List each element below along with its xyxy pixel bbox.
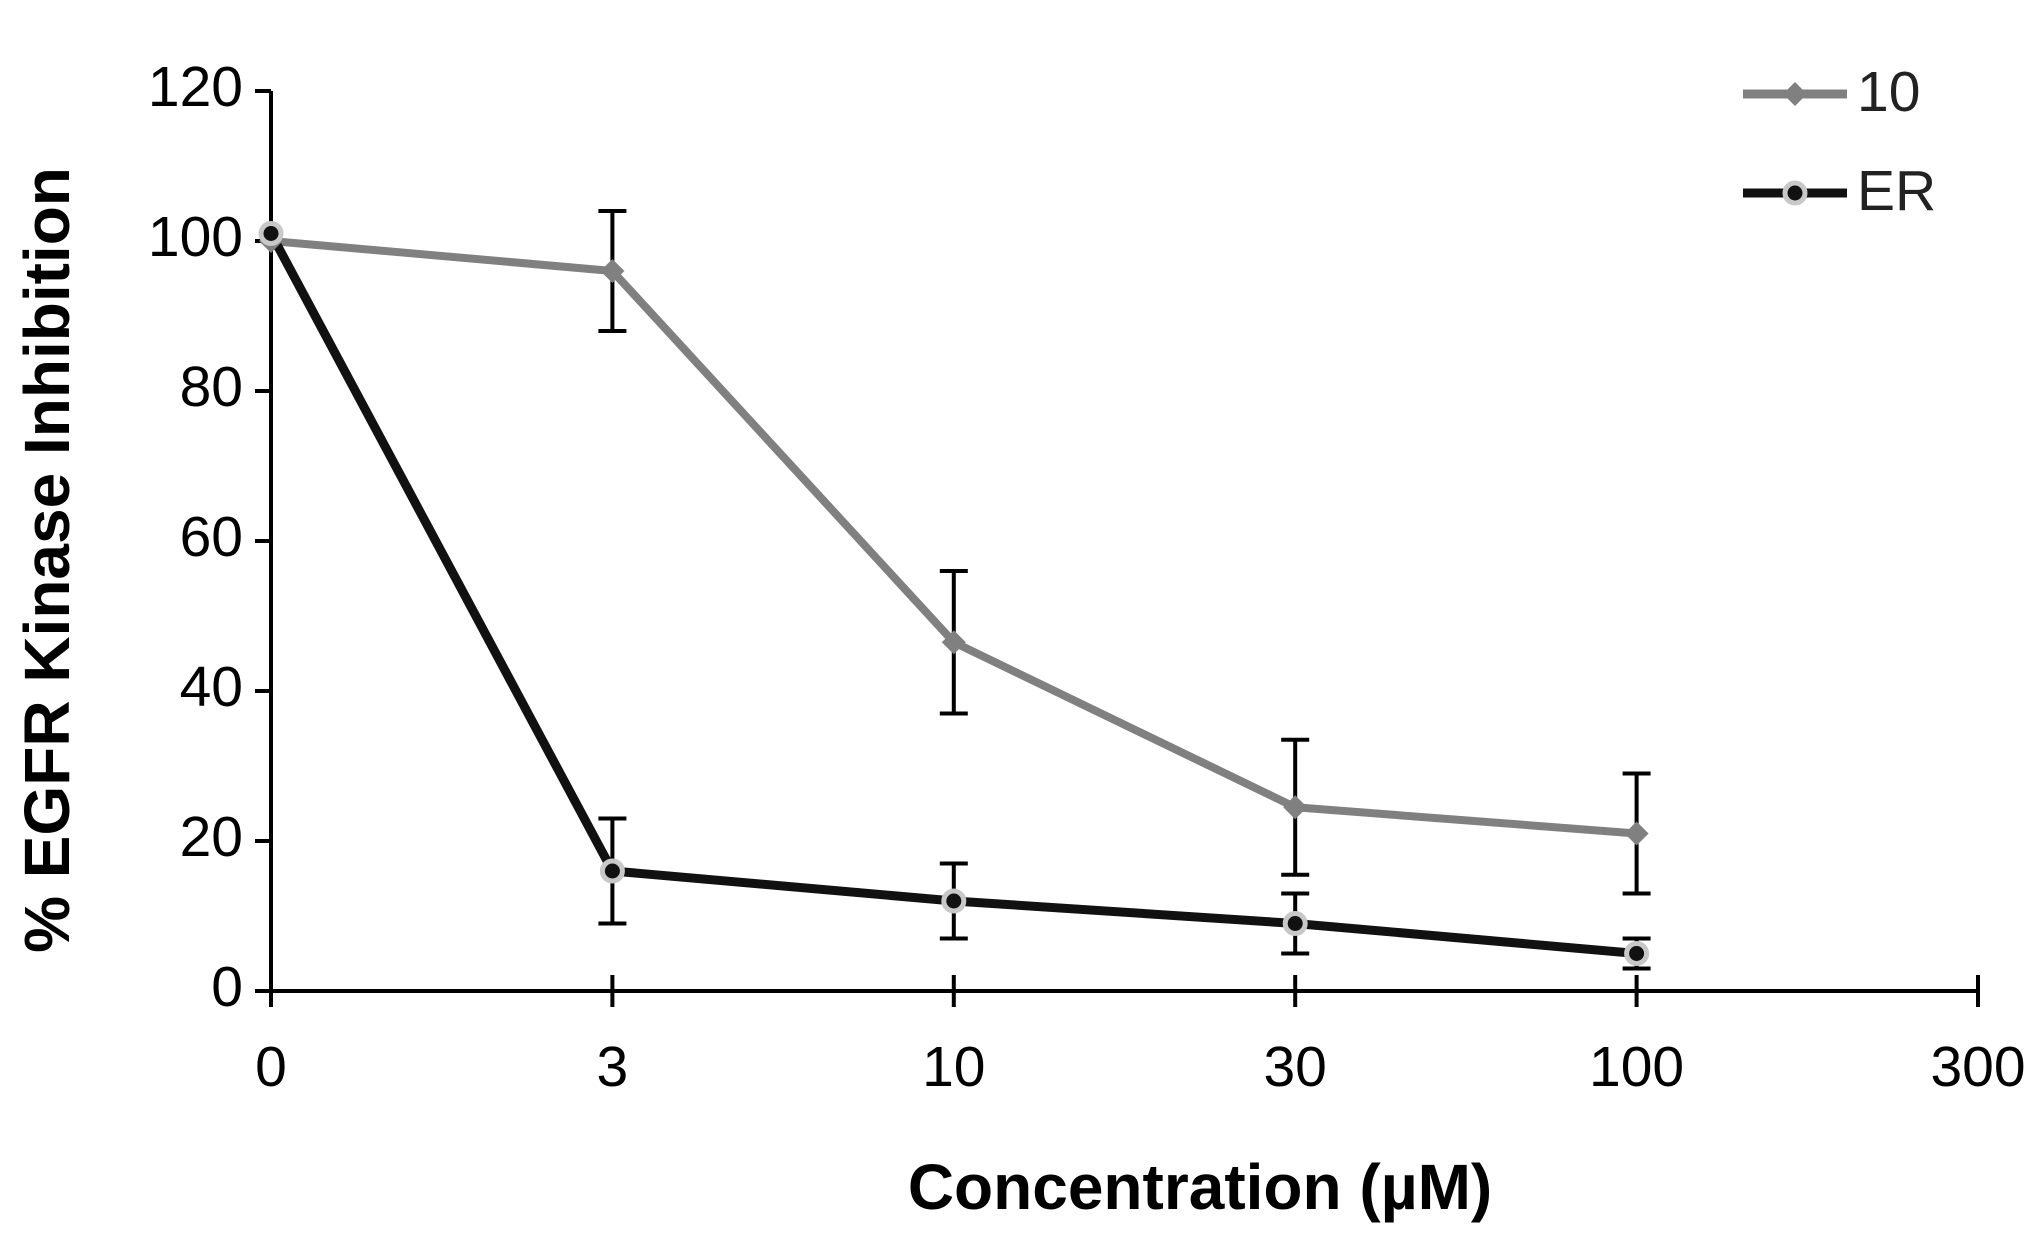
legend-marker <box>1783 82 1807 106</box>
marker <box>941 630 966 655</box>
y-tick-label: 120 <box>148 55 243 119</box>
legend-label: 10 <box>1857 60 1920 124</box>
y-tick-label: 40 <box>180 655 243 719</box>
y-tick-label: 100 <box>148 205 243 269</box>
legend-label: ER <box>1857 159 1936 223</box>
x-tick-label: 300 <box>1930 1035 2025 1099</box>
y-tick-label: 60 <box>180 505 243 569</box>
x-tick-label: 3 <box>597 1035 629 1099</box>
y-axis-title: % EGFR Kinase Inhibition <box>11 167 83 953</box>
marker <box>1283 795 1308 820</box>
x-tick-label: 10 <box>922 1035 985 1099</box>
marker <box>1624 941 1650 966</box>
y-tick-label: 20 <box>180 805 243 869</box>
marker <box>1624 821 1649 846</box>
marker <box>258 221 284 246</box>
x-tick-label: 0 <box>255 1035 287 1099</box>
x-axis-title: Concentration (µM) <box>908 1151 1492 1223</box>
marker <box>599 858 625 884</box>
x-tick-label: 30 <box>1263 1035 1326 1099</box>
marker <box>941 888 967 914</box>
marker <box>1282 911 1308 936</box>
marker <box>600 259 625 283</box>
x-tick-label: 100 <box>1589 1035 1684 1099</box>
y-tick-label: 80 <box>180 355 243 419</box>
y-tick-label: 0 <box>211 955 243 1019</box>
series-line <box>270 237 1637 838</box>
legend-marker <box>1782 180 1808 206</box>
